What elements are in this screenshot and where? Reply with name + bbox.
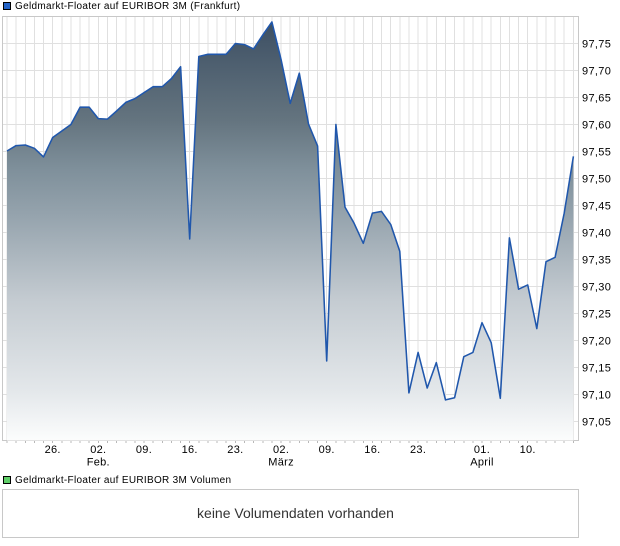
svg-text:02.: 02. [273, 444, 289, 456]
svg-text:97,55: 97,55 [582, 147, 611, 159]
svg-text:April: April [470, 457, 494, 469]
svg-text:97,10: 97,10 [582, 390, 611, 402]
svg-text:97,60: 97,60 [582, 120, 611, 132]
svg-text:97,35: 97,35 [582, 255, 611, 267]
svg-text:97,05: 97,05 [582, 417, 611, 429]
svg-text:09.: 09. [136, 444, 152, 456]
svg-text:01.: 01. [474, 444, 490, 456]
svg-text:97,25: 97,25 [582, 309, 611, 321]
svg-text:97,70: 97,70 [582, 66, 611, 78]
svg-text:März: März [268, 457, 294, 469]
svg-text:10.: 10. [520, 444, 536, 456]
svg-text:16.: 16. [182, 444, 198, 456]
svg-text:97,15: 97,15 [582, 363, 611, 375]
svg-text:97,20: 97,20 [582, 336, 611, 348]
svg-text:09.: 09. [319, 444, 335, 456]
svg-text:97,50: 97,50 [582, 174, 611, 186]
svg-text:23.: 23. [227, 444, 243, 456]
svg-text:97,65: 97,65 [582, 93, 611, 105]
svg-text:97,30: 97,30 [582, 282, 611, 294]
svg-text:97,75: 97,75 [582, 39, 611, 51]
svg-text:Feb.: Feb. [87, 457, 110, 469]
svg-text:02.: 02. [90, 444, 106, 456]
svg-text:23.: 23. [410, 444, 426, 456]
svg-text:97,45: 97,45 [582, 201, 611, 213]
svg-text:97,40: 97,40 [582, 228, 611, 240]
svg-text:16.: 16. [364, 444, 380, 456]
svg-text:26.: 26. [45, 444, 61, 456]
